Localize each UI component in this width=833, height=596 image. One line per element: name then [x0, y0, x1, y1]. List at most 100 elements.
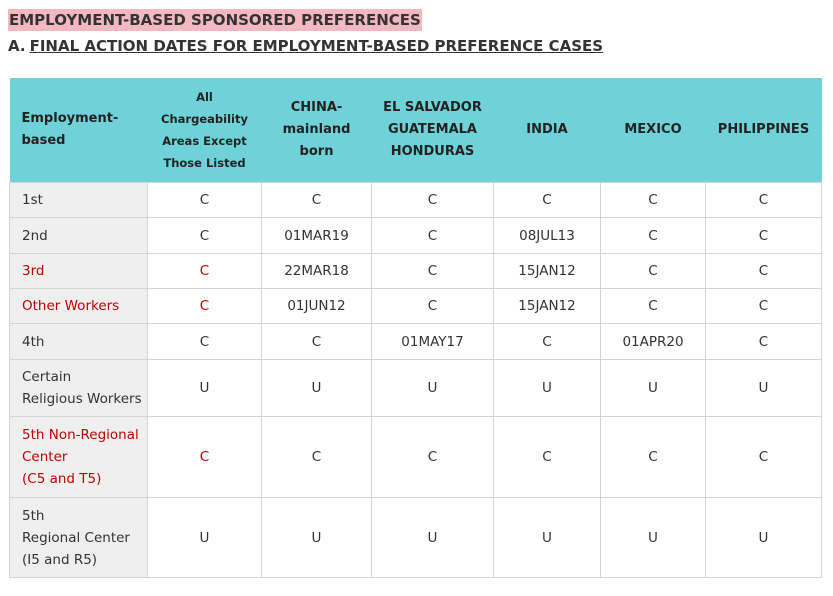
cell-text: MEXICO [624, 122, 682, 137]
table-cell: C [705, 182, 822, 218]
cell-text: (C5 and T5) [22, 471, 102, 487]
table-cell: C [147, 253, 262, 289]
table-cell: C [261, 416, 372, 498]
table-cell: C [261, 323, 372, 360]
table-cell: C [371, 217, 494, 254]
subtitle: A. FINAL ACTION DATES FOR EMPLOYMENT-BASE… [8, 35, 603, 57]
table-cell: U [371, 359, 494, 417]
cell-text: based [21, 133, 66, 148]
cell-text: GUATEMALA [388, 122, 477, 137]
table-cell: U [147, 359, 262, 417]
table-row: Other Workers C 01JUN12 C 15JAN12 C C [9, 288, 822, 324]
table-cell: 01MAR19 [261, 217, 372, 254]
table-cell: C [147, 182, 262, 218]
row-label: 2nd [9, 217, 148, 254]
table-cell: C [705, 253, 822, 289]
row-label: 1st [9, 182, 148, 218]
table-row: Certain Religious Workers U U U U U U [9, 359, 822, 417]
title: EMPLOYMENT-BASED SPONSORED PREFERENCES [8, 9, 422, 31]
cell-text: PHILIPPINES [717, 122, 810, 137]
row-label: Certain Religious Workers [9, 359, 148, 417]
table-cell: 01MAY17 [371, 323, 494, 360]
table-cell: U [705, 497, 822, 578]
table-cell: 01APR20 [600, 323, 706, 360]
table-cell: C [705, 217, 822, 254]
cell-text: 2nd [22, 227, 48, 244]
cell-text: Those Listed [163, 156, 246, 170]
table-cell: 01JUN12 [261, 288, 372, 324]
table-cell: 15JAN12 [493, 288, 601, 324]
cell-text: (I5 and R5) [22, 551, 98, 568]
table-cell: C [493, 182, 601, 218]
table-cell: C [371, 416, 494, 498]
row-label: 3rd [9, 253, 148, 289]
column-header: INDIA [493, 78, 601, 183]
column-header: All Chargeability Areas Except Those Listed [147, 78, 262, 183]
table-cell: C [600, 182, 706, 218]
table-cell: C [600, 416, 706, 498]
cell-text: Employment- [21, 111, 119, 126]
cell-text: 3rd [22, 263, 45, 279]
table-cell: U [261, 359, 372, 417]
table-cell: U [147, 497, 262, 578]
cell-text: born [299, 144, 334, 159]
row-label: 5th Non-Regional Center (C5 and T5) [9, 416, 148, 498]
table-cell: U [493, 359, 601, 417]
table-cell: U [705, 359, 822, 417]
cell-text: mainland [282, 122, 351, 137]
table-cell: 22MAR18 [261, 253, 372, 289]
table-row: 1st C C C C C C [9, 182, 822, 218]
table-cell: U [371, 497, 494, 578]
cell-text: 5th Non-Regional [22, 427, 139, 443]
cell-text: All [196, 90, 213, 104]
cell-text: INDIA [526, 122, 568, 137]
table-cell: C [147, 416, 262, 498]
header-row: Employment-based All Chargeability Areas Ex… [9, 78, 822, 183]
cell-text: Regional Center [22, 529, 130, 546]
table-cell: U [600, 497, 706, 578]
section-letter: A. [8, 37, 26, 55]
table-cell: U [261, 497, 372, 578]
table-cell: C [493, 323, 601, 360]
table-cell: U [600, 359, 706, 417]
table-cell: C [600, 288, 706, 324]
cell-text: Other Workers [22, 298, 120, 314]
column-header: EL SALVADOR GUATEMALA HONDURAS [371, 78, 494, 183]
table-body: 1st C C C C C C 2nd C 01MAR19 C 08JUL13 C C 3rd C 22MAR1… [9, 182, 822, 578]
column-header: PHILIPPINES [705, 78, 822, 183]
table-cell: C [371, 288, 494, 324]
table-cell: C [600, 217, 706, 254]
cell-text: HONDURAS [390, 144, 475, 159]
table-cell: C [705, 288, 822, 324]
cell-text: Religious Workers [22, 391, 142, 407]
cell-text: 1st [22, 192, 43, 208]
table-row: 3rd C 22MAR18 C 15JAN12 C C [9, 253, 822, 289]
table-row: 5th Regional Center (I5 and R5) U U U U U U [9, 497, 822, 578]
cell-text: Center [22, 449, 68, 465]
column-header: CHINA-mainland born [261, 78, 372, 183]
table-cell: C [371, 253, 494, 289]
table-cell: U [493, 497, 601, 578]
table-cell: 15JAN12 [493, 253, 601, 289]
table-cell: C [705, 416, 822, 498]
cell-text: 5th [22, 507, 45, 524]
table-cell: C [705, 323, 822, 360]
cell-text: Areas Except [162, 134, 247, 148]
table-cell: C [147, 323, 262, 360]
table: Employment-based All Chargeability Areas Ex… [9, 78, 822, 578]
table-cell: C [147, 288, 262, 324]
table-cell: 08JUL13 [493, 217, 601, 254]
cell-text: Chargeability [161, 112, 248, 126]
table-cell: C [147, 217, 262, 254]
cell-text: Certain [22, 369, 72, 385]
section-title: FINAL ACTION DATES FOR EMPLOYMENT-BASED … [29, 37, 604, 55]
table-cell: C [493, 416, 601, 498]
cell-text: CHINA- [290, 100, 343, 115]
row-label: Other Workers [9, 288, 148, 324]
table-row: 5th Non-Regional Center (C5 and T5) C C C C C C [9, 416, 822, 498]
cell-text: 4th [22, 333, 45, 350]
column-header: MEXICO [600, 78, 706, 183]
table-cell: C [600, 253, 706, 289]
table-row: 2nd C 01MAR19 C 08JUL13 C C [9, 217, 822, 254]
